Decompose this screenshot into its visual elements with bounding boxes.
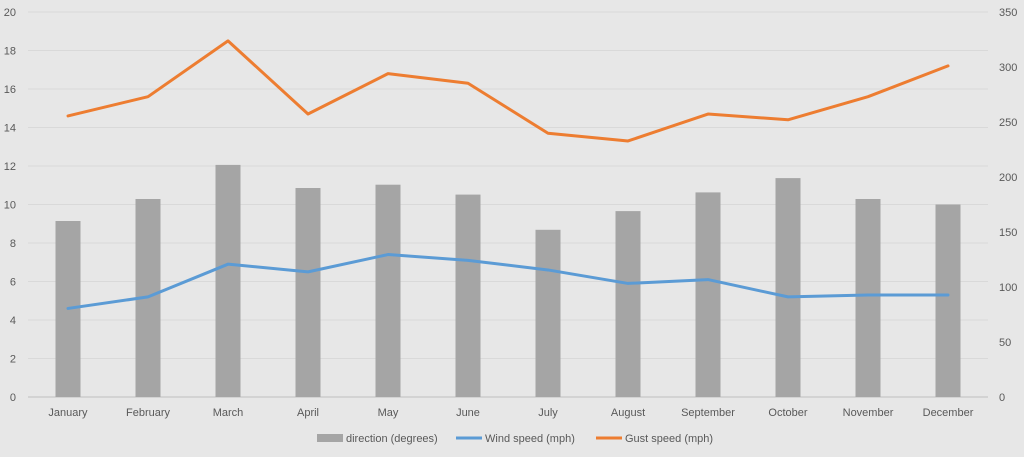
bar-series bbox=[55, 164, 961, 397]
right-axis-tick-label: 250 bbox=[999, 117, 1017, 129]
bar bbox=[935, 204, 961, 397]
left-axis-tick-label: 18 bbox=[4, 46, 16, 58]
x-axis-tick-label: February bbox=[126, 407, 171, 419]
left-axis-tick-label: 0 bbox=[10, 392, 16, 404]
x-axis-tick-label: September bbox=[681, 407, 735, 419]
left-axis-tick-label: 20 bbox=[4, 7, 16, 19]
bar bbox=[695, 192, 721, 397]
legend: direction (degrees) Wind speed (mph) Gust … bbox=[317, 433, 713, 445]
left-axis: 0 2 4 6 8 10 12 14 16 18 20 bbox=[4, 7, 16, 404]
series-line bbox=[66, 39, 950, 143]
left-axis-tick-label: 12 bbox=[4, 161, 16, 173]
bar bbox=[615, 211, 641, 397]
bar bbox=[375, 184, 401, 397]
left-axis-tick-label: 2 bbox=[10, 354, 16, 366]
x-axis-tick-label: August bbox=[611, 407, 645, 419]
right-axis-tick-label: 0 bbox=[999, 392, 1005, 404]
x-axis-tick-label: November bbox=[843, 407, 894, 419]
line-series bbox=[66, 39, 950, 310]
x-axis-tick-label: December bbox=[923, 407, 974, 419]
right-axis-tick-label: 200 bbox=[999, 172, 1017, 184]
left-axis-tick-label: 10 bbox=[4, 200, 16, 212]
right-axis-tick-label: 50 bbox=[999, 337, 1011, 349]
right-axis: 0 50 100 150 200 250 300 350 bbox=[999, 7, 1017, 404]
bar bbox=[215, 164, 241, 397]
x-axis-tick-label: January bbox=[48, 407, 88, 419]
legend-label: Wind speed (mph) bbox=[485, 433, 575, 445]
gridlines bbox=[28, 11, 988, 398]
x-axis-tick-label: May bbox=[378, 407, 399, 419]
left-axis-tick-label: 8 bbox=[10, 238, 16, 250]
right-axis-tick-label: 350 bbox=[999, 7, 1017, 19]
bar bbox=[775, 178, 801, 397]
left-axis-tick-label: 6 bbox=[10, 277, 16, 289]
x-axis-tick-label: July bbox=[538, 407, 558, 419]
bar bbox=[855, 199, 881, 397]
left-axis-tick-label: 4 bbox=[10, 315, 16, 327]
left-axis-tick-label: 16 bbox=[4, 84, 16, 96]
x-axis-tick-label: June bbox=[456, 407, 480, 419]
legend-swatch bbox=[317, 434, 343, 442]
bar bbox=[455, 194, 481, 397]
right-axis-tick-label: 300 bbox=[999, 62, 1017, 74]
right-axis-tick-label: 150 bbox=[999, 227, 1017, 239]
x-axis-tick-label: October bbox=[768, 407, 807, 419]
left-axis-tick-label: 14 bbox=[4, 123, 16, 135]
x-axis-tick-label: March bbox=[213, 407, 244, 419]
bar bbox=[535, 229, 561, 397]
series-line bbox=[66, 253, 950, 310]
x-axis: January February March April May June July Augu… bbox=[48, 407, 973, 419]
right-axis-tick-label: 100 bbox=[999, 282, 1017, 294]
legend-label: Gust speed (mph) bbox=[625, 433, 713, 445]
legend-label: direction (degrees) bbox=[346, 433, 438, 445]
x-axis-tick-label: April bbox=[297, 407, 319, 419]
bar bbox=[295, 188, 321, 397]
